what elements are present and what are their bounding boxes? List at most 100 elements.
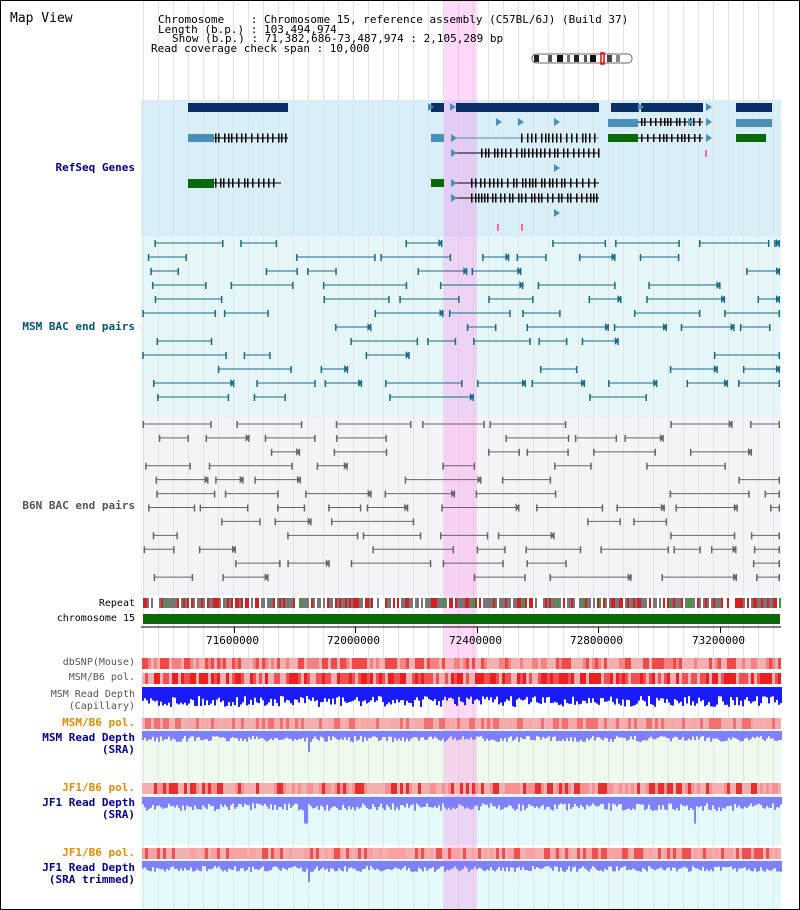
- msm-sra-depth-bar: [470, 731, 472, 738]
- jf1-read-depth-label[interactable]: JF1 Read Depth: [42, 796, 135, 809]
- dbsnp-cell: [430, 658, 433, 669]
- msm-b6-pol-cell: [646, 673, 649, 684]
- b6n-bac-end-pairs-label[interactable]: B6N BAC end pairs: [22, 499, 135, 512]
- jf1-trim-depth-bar: [728, 861, 730, 868]
- repeat-segment: [593, 598, 595, 608]
- msm-b6-pol-cell: [562, 673, 565, 684]
- msm-b6-pol-sra-cell: [658, 718, 661, 729]
- dbsnp-cell: [172, 658, 175, 669]
- jf1-b6-pol-2-label[interactable]: JF1/B6 pol.: [62, 846, 135, 859]
- msm-capillary-depth-bar: [684, 687, 686, 698]
- exon-stripe: [534, 193, 536, 203]
- jf1-b6-pol-cell: [658, 783, 661, 794]
- chromosome-ideogram[interactable]: [1, 1, 800, 71]
- jf1-trim-depth-bar: [250, 861, 252, 872]
- repeat-segment: [779, 598, 781, 608]
- msm-sra-depth-bar: [720, 731, 722, 742]
- dbsnp-cell: [589, 658, 592, 669]
- jf1-trim-depth-bar: [576, 861, 578, 872]
- jf1-b6-pol-cell: [727, 783, 730, 794]
- msm-capillary-depth-bar: [534, 687, 536, 697]
- jf1-b6-pol-cell: [751, 783, 754, 794]
- msm-b6-pol-cell: [712, 673, 715, 684]
- gene-arrow: [706, 118, 712, 126]
- exon-stripe: [670, 118, 672, 126]
- jf1-b6-pol-cell: [460, 783, 463, 794]
- repeat-segment: [523, 598, 525, 608]
- repeat-segment: [171, 598, 173, 608]
- jf1-sra-depth-bar: [682, 797, 684, 806]
- jf1-read-depth-trim-label[interactable]: JF1 Read Depth: [42, 861, 135, 874]
- msm-bac-arrow: [519, 281, 524, 289]
- exon-stripe: [573, 148, 575, 158]
- jf1-trim-depth-bar: [222, 861, 224, 872]
- jf1-sra-depth-bar: [592, 797, 594, 804]
- b6n-bac-arrow: [325, 559, 330, 568]
- repeat-segment: [543, 598, 545, 608]
- chromosome-label: chromosome 15: [56, 613, 135, 624]
- b6n-bac-end: [213, 490, 216, 498]
- msm-capillary-depth-bar: [384, 687, 386, 707]
- msm-sra-depth-bar: [152, 731, 154, 737]
- exon-stripe: [245, 133, 247, 143]
- b6n-bac-end: [525, 546, 527, 554]
- exon-stripe: [531, 193, 533, 203]
- dbsnp-cell: [670, 658, 673, 669]
- selected-region-highlight[interactable]: [444, 1, 477, 909]
- msm-b6-pol-sra-cell: [718, 718, 721, 729]
- jf1-sra-depth-bar: [622, 797, 624, 811]
- repeat-segment: [473, 598, 475, 608]
- repeat-segment: [567, 598, 569, 608]
- jf1-sra-depth-bar: [294, 797, 296, 804]
- jf1-trim-depth-bar: [754, 861, 756, 869]
- repeat-segment: [687, 598, 689, 608]
- msm-sra-depth-bar: [308, 731, 310, 752]
- msm-read-depth-sra-sub[interactable]: (SRA): [101, 743, 135, 756]
- b6n-bac-end: [733, 532, 736, 540]
- jf1-b6-pol-label[interactable]: JF1/B6 pol.: [62, 781, 135, 794]
- jf1-trim-depth-bar: [142, 861, 144, 869]
- jf1-b6-pol-cell: [646, 783, 649, 794]
- jf1-read-depth-sub[interactable]: (SRA): [101, 808, 135, 821]
- dbsnp-cell: [187, 658, 190, 669]
- msm-capillary-depth-bar: [446, 687, 448, 701]
- jf1-b6-pol-2-cell: [370, 848, 373, 859]
- msm-capillary-depth-bar: [330, 687, 332, 705]
- jf1-b6-pol-2-cell: [328, 848, 331, 859]
- jf1-b6-pol-2-cell: [484, 848, 487, 859]
- msm-sra-depth-bar: [330, 731, 332, 741]
- msm-b6-pol-cell: [253, 673, 256, 684]
- jf1-sra-depth-bar: [718, 797, 720, 808]
- repeat-segment: [571, 598, 573, 608]
- repeat-segment: [635, 598, 637, 608]
- jf1-sra-depth-bar: [356, 797, 358, 807]
- msm-b6-pol-sra-label[interactable]: MSM/B6 pol.: [62, 716, 135, 729]
- jf1-b6-pol-2-cell: [169, 848, 172, 859]
- jf1-b6-pol-2-cell: [145, 848, 148, 859]
- msm-bac-end-pairs-label[interactable]: MSM BAC end pairs: [22, 320, 135, 333]
- jf1-b6-pol-2-cell: [229, 848, 232, 859]
- jf1-sra-depth-bar: [172, 797, 174, 806]
- jf1-b6-pol-cell: [178, 783, 181, 794]
- exon-stripe: [679, 118, 681, 126]
- msm-capillary-depth-bar: [418, 687, 420, 701]
- msm-sra-depth-bar: [674, 731, 676, 737]
- refseq-genes-label[interactable]: RefSeq Genes: [55, 161, 135, 174]
- msm-b6-pol-sra-cell: [778, 718, 781, 729]
- jf1-sra-depth-bar: [248, 797, 250, 806]
- msm-b6-pol-cell: [769, 673, 772, 684]
- jf1-trim-depth-bar: [400, 861, 402, 870]
- msm-sra-depth-bar: [448, 731, 450, 739]
- msm-read-depth-sra-label[interactable]: MSM Read Depth: [42, 731, 135, 744]
- jf1-trim-depth-bar: [496, 861, 498, 870]
- jf1-sra-depth-bar: [370, 797, 372, 810]
- jf1-trim-depth-bar: [520, 861, 522, 871]
- msm-capillary-depth-bar: [250, 687, 252, 700]
- b6n-bac-end: [756, 574, 758, 582]
- msm-capillary-depth-bar: [692, 687, 694, 702]
- jf1-b6-pol-cell: [577, 783, 580, 794]
- jf1-read-depth-trim-sub[interactable]: (SRA trimmed): [48, 873, 135, 886]
- jf1-trim-depth-bar: [174, 861, 176, 869]
- jf1-trim-depth-bar: [430, 861, 432, 869]
